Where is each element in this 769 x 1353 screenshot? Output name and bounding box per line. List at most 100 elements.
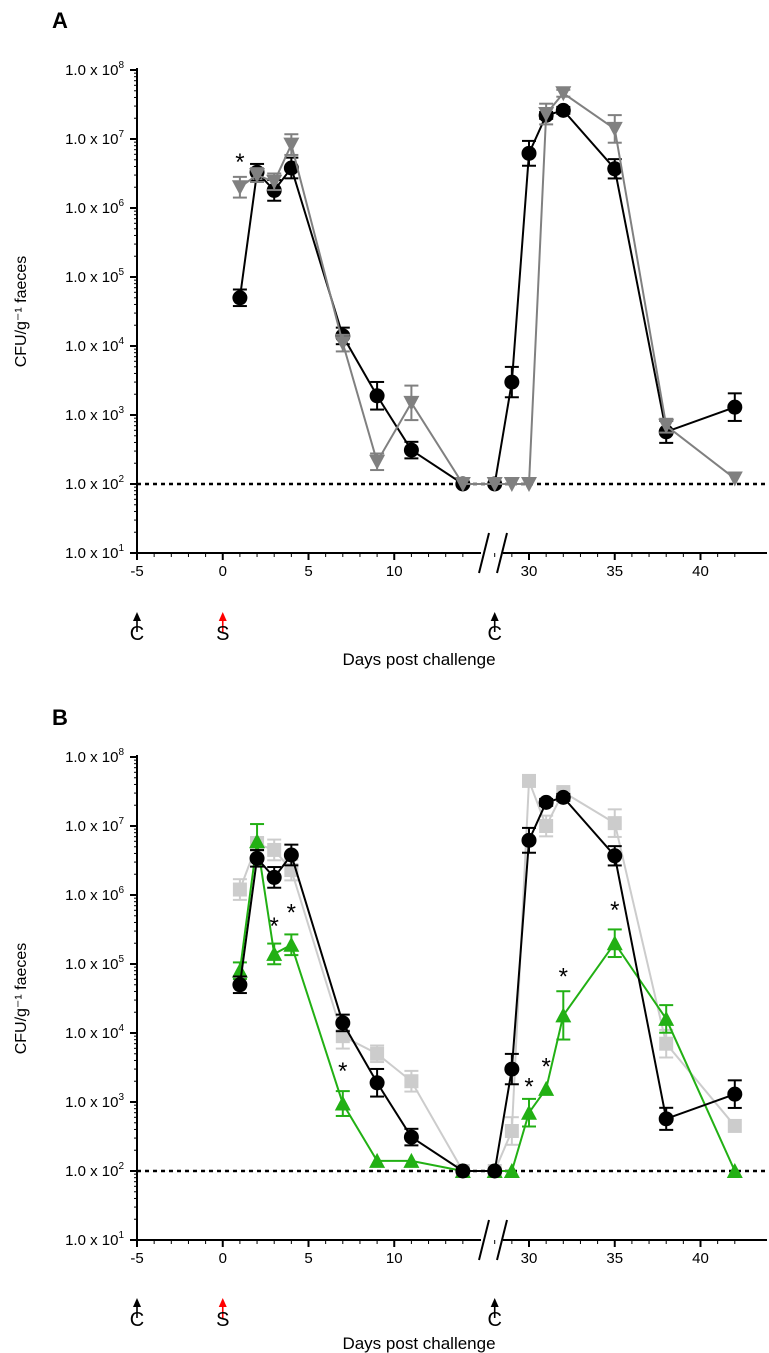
- data-point: [658, 1111, 674, 1127]
- event-marker-label: S: [216, 623, 229, 645]
- y-tick-label: 1.0 x 103: [65, 1092, 124, 1111]
- x-tick-label: 5: [304, 1250, 312, 1267]
- series-line: [239, 91, 736, 485]
- series-line: [238, 796, 736, 1172]
- data-point: [727, 399, 743, 415]
- y-tick-label: 1.0 x 104: [65, 1023, 124, 1042]
- x-tick-label: 10: [386, 1250, 403, 1267]
- data-point: [727, 1086, 743, 1102]
- data-point: [555, 1007, 572, 1023]
- panel-label: A: [52, 8, 68, 33]
- data-point: [521, 477, 537, 492]
- significance-star: *: [235, 149, 244, 176]
- data-point: [249, 850, 265, 866]
- data-point: [231, 962, 248, 978]
- y-tick-label: 1.0 x 104: [65, 336, 124, 355]
- x-axis-label: Days post challenge: [342, 1334, 495, 1353]
- y-tick-label: 1.0 x 107: [65, 816, 124, 835]
- data-point: [404, 1074, 419, 1089]
- y-axis-label: CFU/g⁻¹ faeces: [13, 256, 30, 368]
- data-point: [335, 1015, 351, 1031]
- y-tick-label: 1.0 x 108: [65, 60, 124, 79]
- data-point: [266, 174, 283, 190]
- data-point: [606, 121, 623, 137]
- y-tick-label: 1.0 x 103: [65, 405, 124, 424]
- arrow-head: [218, 1298, 227, 1307]
- significance-star: *: [287, 899, 296, 926]
- data-point: [521, 145, 537, 161]
- y-tick-label: 1.0 x 102: [65, 474, 124, 493]
- data-point: [659, 1036, 674, 1051]
- arrow-head: [133, 1298, 141, 1307]
- data-point: [266, 945, 283, 961]
- x-tick-label: 0: [219, 1250, 227, 1267]
- data-point: [503, 1163, 520, 1178]
- data-point: [283, 936, 300, 952]
- x-tick-label: 40: [692, 563, 709, 580]
- y-tick-label: 1.0 x 108: [65, 747, 124, 766]
- event-marker-label: C: [487, 623, 501, 645]
- data-point: [503, 477, 520, 492]
- data-point: [369, 388, 385, 404]
- significance-star: *: [610, 897, 619, 924]
- data-point: [521, 1104, 537, 1120]
- panel-A: A 1.0 x 108 1.0 x 107 1.0 x 106 1.0 x 105 1.0…: [13, 8, 767, 669]
- data-point: [249, 168, 266, 184]
- data-point: [539, 819, 554, 833]
- data-point: [283, 137, 300, 153]
- data-point: [403, 1129, 419, 1145]
- event-marker-label: C: [130, 1309, 144, 1331]
- y-tick-label: 1.0 x 105: [65, 954, 124, 973]
- data-point: [231, 180, 248, 196]
- data-point: [266, 869, 282, 885]
- y-tick-label: 1.0 x 106: [65, 885, 124, 904]
- data-point: [727, 1118, 742, 1133]
- x-tick-label: -5: [130, 563, 143, 580]
- data-point: [283, 160, 299, 176]
- series-group: [231, 86, 743, 492]
- y-tick-label: 1.0 x 101: [65, 543, 124, 562]
- axis-break-mark: [478, 1219, 490, 1261]
- significance-star: *: [338, 1058, 347, 1085]
- data-point: [403, 395, 420, 411]
- x-tick-label: 30: [521, 1250, 538, 1267]
- significance-star: *: [559, 964, 568, 991]
- series-group: [231, 773, 743, 1179]
- data-point: [369, 1075, 385, 1091]
- arrow-head: [218, 612, 227, 621]
- significance-star: *: [541, 1053, 550, 1080]
- panel-label: B: [52, 705, 68, 730]
- y-tick-label: 1.0 x 106: [65, 198, 124, 217]
- x-tick-label: 0: [219, 563, 227, 580]
- y-tick-label: 1.0 x 101: [65, 1230, 124, 1249]
- data-point: [555, 102, 571, 118]
- significance-star: *: [524, 1073, 533, 1100]
- data-point: [249, 833, 266, 849]
- data-point: [538, 794, 554, 810]
- axis-break-mark: [496, 532, 508, 574]
- data-point: [403, 1152, 420, 1168]
- data-point: [522, 773, 536, 788]
- data-point: [487, 1163, 503, 1179]
- data-point: [403, 442, 419, 458]
- data-point: [369, 454, 386, 470]
- x-tick-label: 35: [606, 1250, 623, 1267]
- data-point: [555, 789, 571, 805]
- significance-star: *: [270, 913, 279, 940]
- axis-break-mark: [496, 1219, 508, 1261]
- data-point: [486, 477, 503, 492]
- data-point: [606, 935, 623, 951]
- data-point: [726, 1163, 743, 1178]
- data-point: [232, 882, 247, 897]
- axis-break-mark: [478, 532, 490, 574]
- data-point: [334, 336, 351, 352]
- data-point: [283, 847, 299, 863]
- x-tick-label: 30: [521, 563, 538, 580]
- y-tick-label: 1.0 x 105: [65, 267, 124, 286]
- data-point: [521, 832, 537, 848]
- data-point: [504, 1061, 520, 1077]
- x-tick-label: 10: [386, 563, 403, 580]
- event-marker-label: C: [130, 623, 144, 645]
- series-line: [238, 780, 736, 1172]
